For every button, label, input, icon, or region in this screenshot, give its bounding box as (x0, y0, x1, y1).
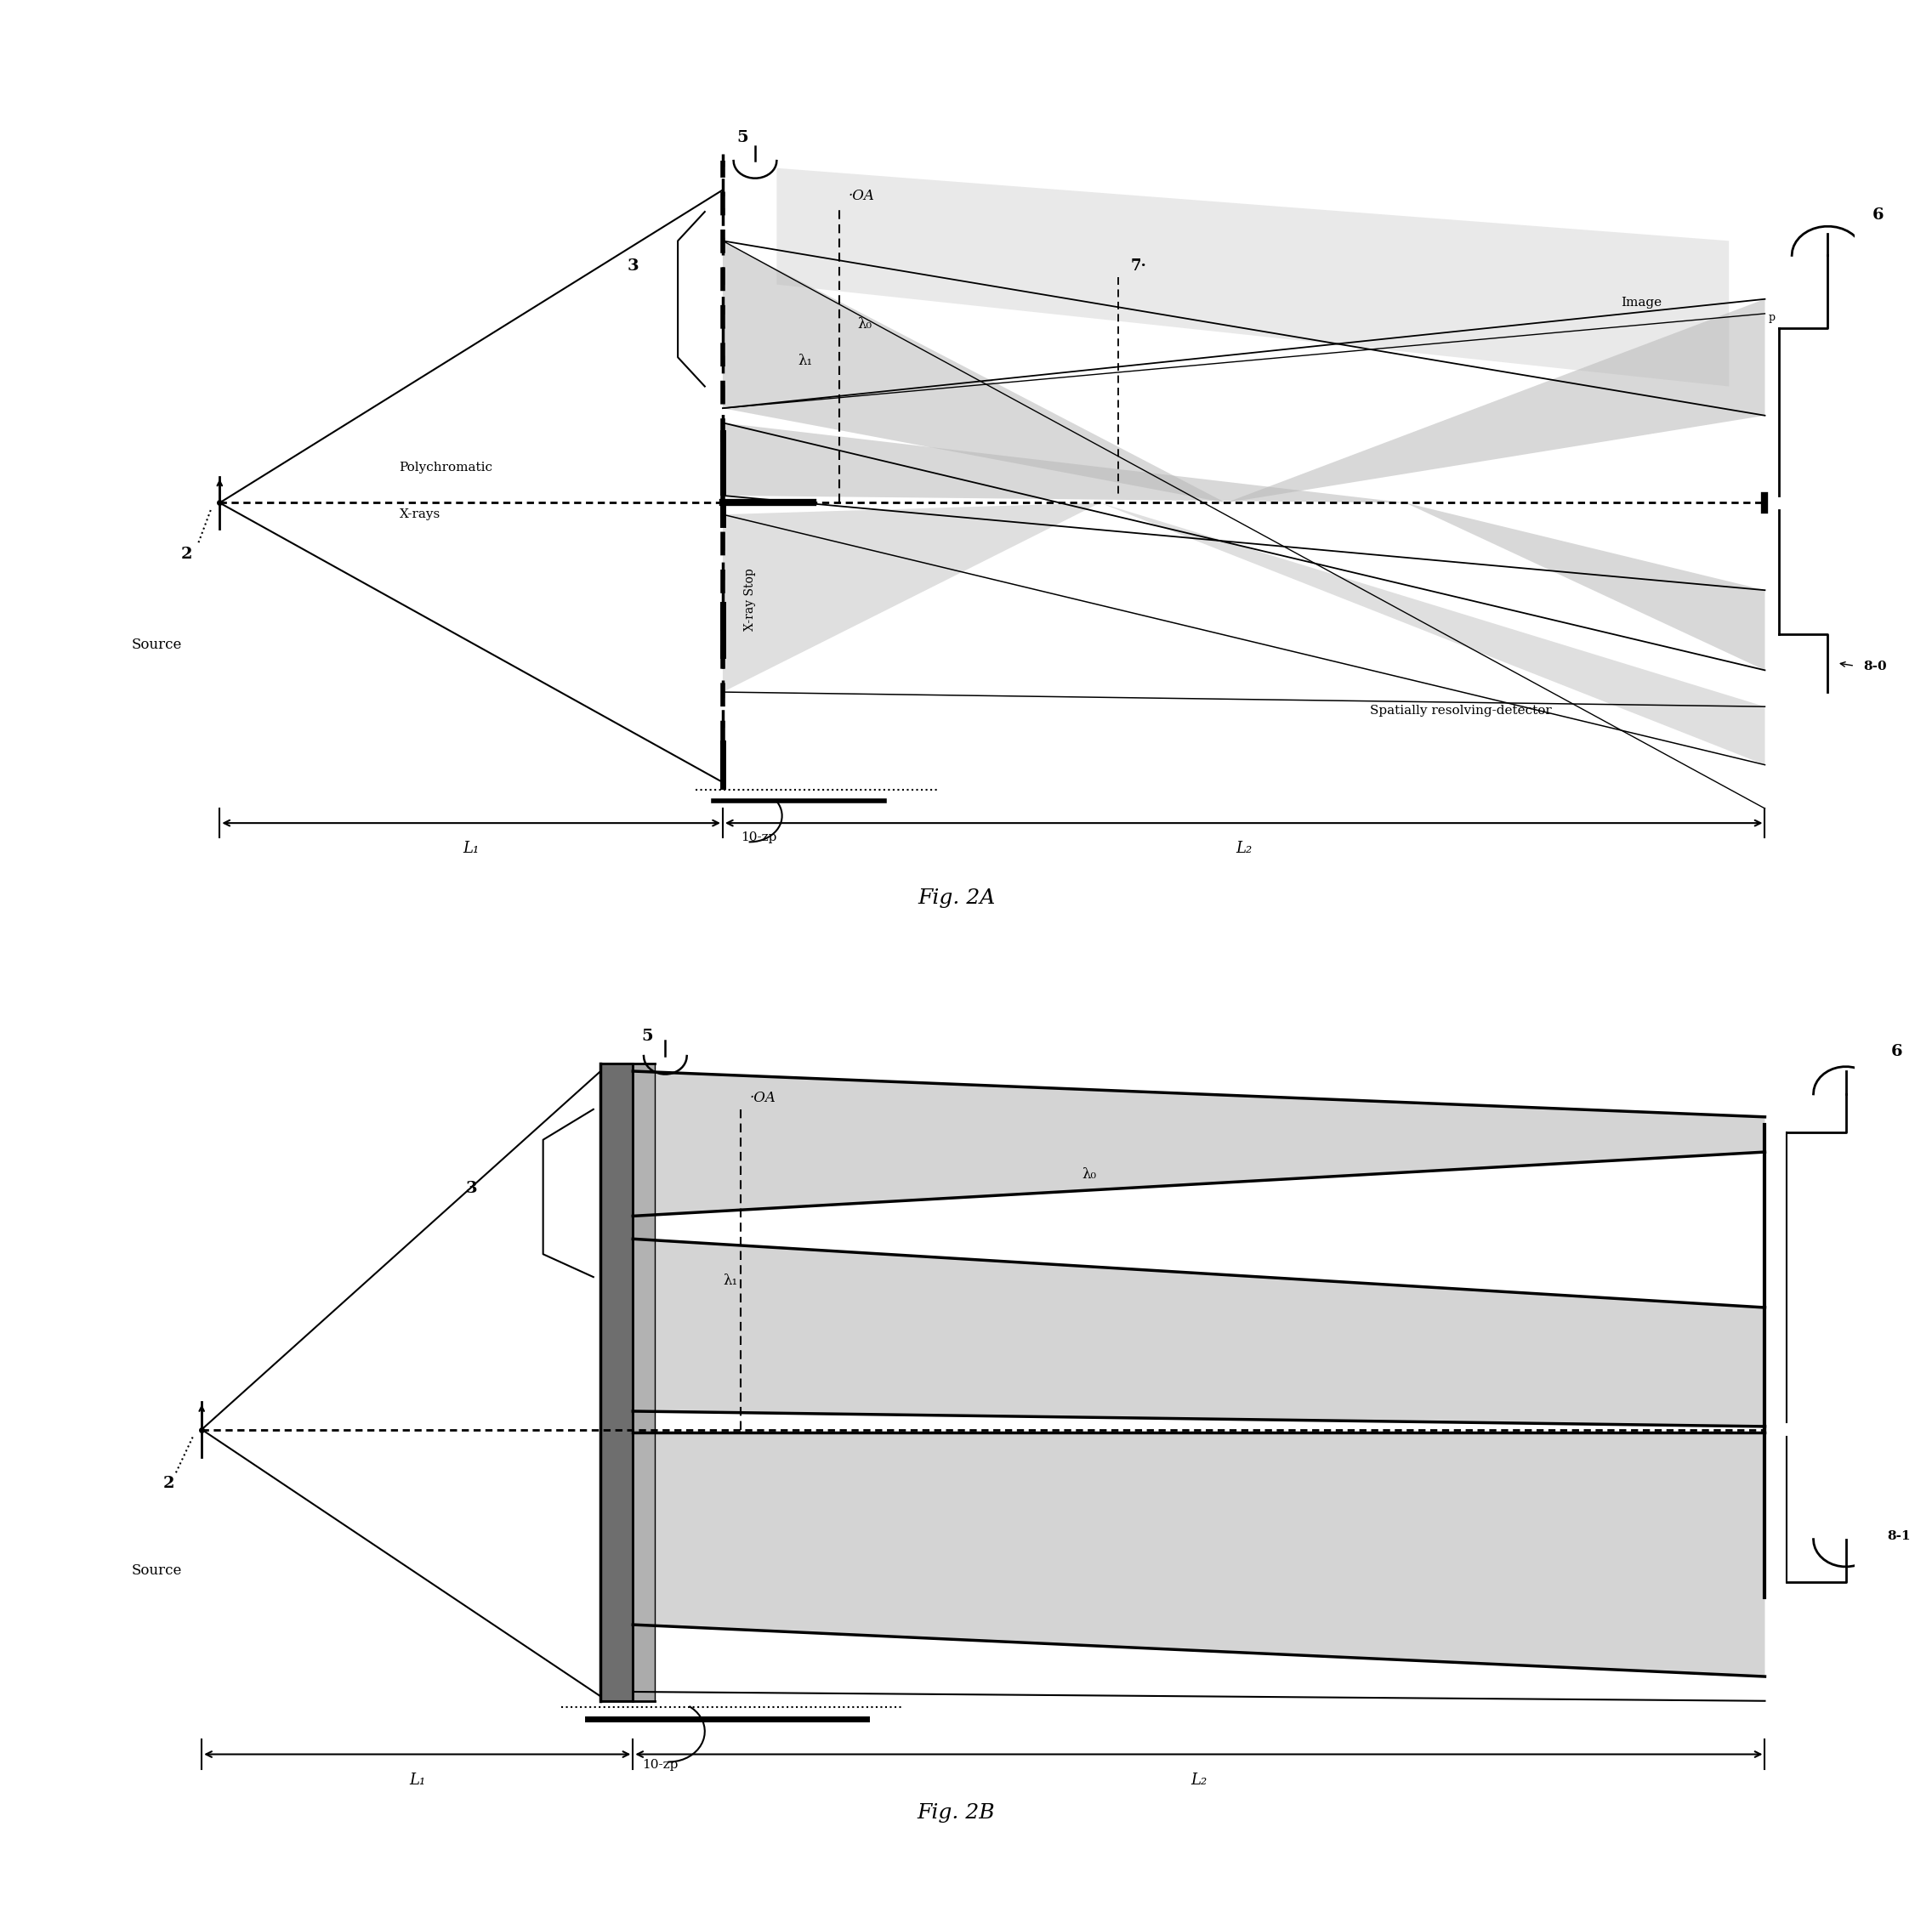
Text: 2: 2 (182, 547, 193, 562)
Text: Fig. 2B: Fig. 2B (918, 1803, 995, 1822)
Polygon shape (723, 503, 1099, 692)
Polygon shape (1406, 503, 1766, 671)
Text: λ₁: λ₁ (798, 353, 813, 368)
Text: L₁: L₁ (410, 1773, 425, 1788)
Text: ·OA: ·OA (848, 189, 875, 204)
Polygon shape (601, 1064, 634, 1700)
Polygon shape (723, 423, 1406, 503)
Polygon shape (1227, 299, 1766, 503)
Polygon shape (1099, 503, 1766, 764)
Text: 3: 3 (628, 257, 639, 273)
Text: 2: 2 (164, 1475, 174, 1490)
Text: Spatially resolving-detector: Spatially resolving-detector (1370, 705, 1551, 717)
Text: λ₀: λ₀ (858, 316, 871, 332)
Polygon shape (634, 1433, 1766, 1677)
Text: L₁: L₁ (464, 841, 479, 856)
Polygon shape (634, 1239, 1766, 1426)
Text: 10-zp: 10-zp (740, 831, 777, 842)
Text: Image: Image (1621, 297, 1662, 309)
Text: λ₁: λ₁ (723, 1273, 738, 1288)
Text: ·OA: ·OA (750, 1090, 777, 1105)
Text: λ₀: λ₀ (1082, 1166, 1097, 1182)
Text: Source: Source (131, 637, 182, 652)
Text: 10-zp: 10-zp (641, 1759, 678, 1771)
Text: X-rays: X-rays (400, 509, 440, 520)
Text: L₂: L₂ (1236, 841, 1252, 856)
Text: p: p (1768, 313, 1776, 324)
Text: 6: 6 (1872, 208, 1884, 223)
Text: 3: 3 (466, 1182, 477, 1197)
Polygon shape (777, 168, 1729, 387)
Text: 5: 5 (738, 130, 750, 145)
Text: Source: Source (131, 1563, 182, 1578)
Polygon shape (723, 240, 1227, 503)
Text: 5: 5 (641, 1029, 653, 1044)
Polygon shape (634, 1071, 1766, 1216)
Text: X-ray Stop: X-ray Stop (744, 568, 755, 631)
Text: L₂: L₂ (1190, 1773, 1208, 1788)
Text: 8-1: 8-1 (1888, 1531, 1911, 1542)
Text: Polychromatic: Polychromatic (400, 461, 493, 473)
Text: 6: 6 (1891, 1044, 1903, 1060)
Text: Fig. 2A: Fig. 2A (918, 888, 995, 907)
Polygon shape (634, 1064, 655, 1700)
Text: 8-0: 8-0 (1864, 661, 1888, 673)
Text: 7·: 7· (1130, 257, 1148, 273)
